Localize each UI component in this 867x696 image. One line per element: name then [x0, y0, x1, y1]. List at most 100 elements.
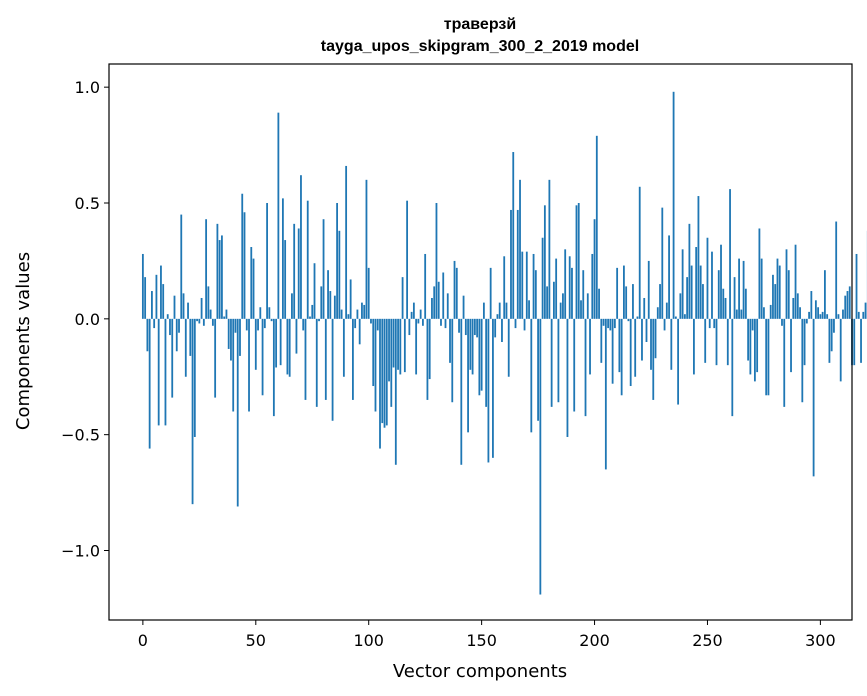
x-axis: 0 50 100 150 200 250 300 [138, 620, 836, 650]
y-axis-label: Components values [13, 252, 34, 430]
bar [830, 318, 833, 352]
bar [860, 318, 862, 363]
chart-subtitle: tayga_upos_skipgram_300_2_2019 model [321, 38, 639, 55]
bar [374, 318, 377, 412]
bar [562, 293, 564, 319]
bar [349, 279, 352, 319]
bar [277, 112, 280, 319]
bar [722, 288, 725, 319]
bar [455, 267, 458, 319]
bar [406, 200, 409, 319]
y-tick-label: 0.0 [75, 310, 100, 329]
bar [582, 270, 585, 319]
bar [458, 318, 460, 333]
bar [713, 318, 716, 329]
bar [250, 247, 253, 319]
bar [144, 277, 147, 319]
bar [742, 260, 745, 319]
bar [460, 318, 463, 465]
bar [584, 318, 587, 417]
y-tick-label: 1.0 [75, 78, 100, 97]
bar [546, 286, 549, 319]
bar [697, 196, 700, 319]
bar [627, 318, 630, 322]
bar [528, 300, 530, 319]
bar [311, 304, 314, 319]
x-tick-label: 150 [466, 631, 497, 650]
bar [331, 318, 334, 421]
bar [652, 318, 655, 400]
bar [688, 223, 691, 319]
bar [494, 318, 497, 338]
bar [711, 251, 713, 319]
bar [385, 318, 388, 426]
bar [501, 318, 503, 342]
bar [214, 318, 217, 398]
bar [268, 307, 271, 319]
bar [810, 291, 813, 319]
bar [839, 318, 842, 382]
bar [566, 318, 569, 437]
bar [767, 318, 770, 396]
bar [503, 256, 506, 319]
bar [227, 318, 230, 349]
bar [760, 258, 763, 319]
x-axis-label: Vector components [393, 661, 567, 682]
bar [408, 318, 411, 336]
bar [552, 281, 555, 319]
bar [370, 318, 372, 324]
bar [200, 297, 203, 319]
bar [672, 91, 675, 319]
bar [169, 318, 171, 336]
bar [279, 318, 282, 366]
bar [862, 311, 865, 319]
bar [257, 318, 259, 331]
bar [392, 318, 395, 368]
bar [329, 291, 332, 319]
bar [428, 318, 431, 380]
bar [778, 265, 781, 319]
bar [516, 209, 519, 319]
bar [801, 318, 804, 403]
bar [356, 309, 359, 319]
bar [638, 186, 641, 319]
bar [814, 300, 817, 319]
bar [293, 223, 296, 319]
bar [623, 265, 625, 319]
bar [602, 318, 605, 326]
bar [855, 253, 858, 319]
bar [403, 318, 406, 373]
bar [733, 277, 736, 319]
bar [512, 152, 515, 319]
bar [539, 318, 542, 595]
x-tick-label: 100 [353, 631, 384, 650]
bar [263, 318, 266, 329]
bar [756, 318, 759, 373]
bar [419, 309, 422, 319]
bar [519, 179, 521, 319]
bar [532, 253, 535, 319]
bar [444, 318, 447, 329]
bar [641, 318, 643, 361]
y-tick-label: −1.0 [61, 542, 100, 561]
bar [661, 207, 664, 319]
bar [747, 318, 750, 361]
bar [426, 318, 429, 400]
bar [575, 205, 578, 319]
bar [230, 318, 232, 361]
bar [295, 318, 298, 354]
bar [202, 318, 205, 326]
bar [467, 318, 469, 433]
chart-title: траверзй [444, 16, 516, 33]
bar [205, 219, 208, 319]
bar [826, 314, 829, 319]
bar [166, 314, 169, 319]
bar [433, 286, 436, 319]
bar [783, 318, 786, 407]
bar [442, 272, 445, 319]
bar [846, 291, 849, 319]
bar [593, 219, 596, 319]
bar [564, 249, 567, 319]
bar [397, 318, 399, 370]
bar [313, 263, 316, 319]
